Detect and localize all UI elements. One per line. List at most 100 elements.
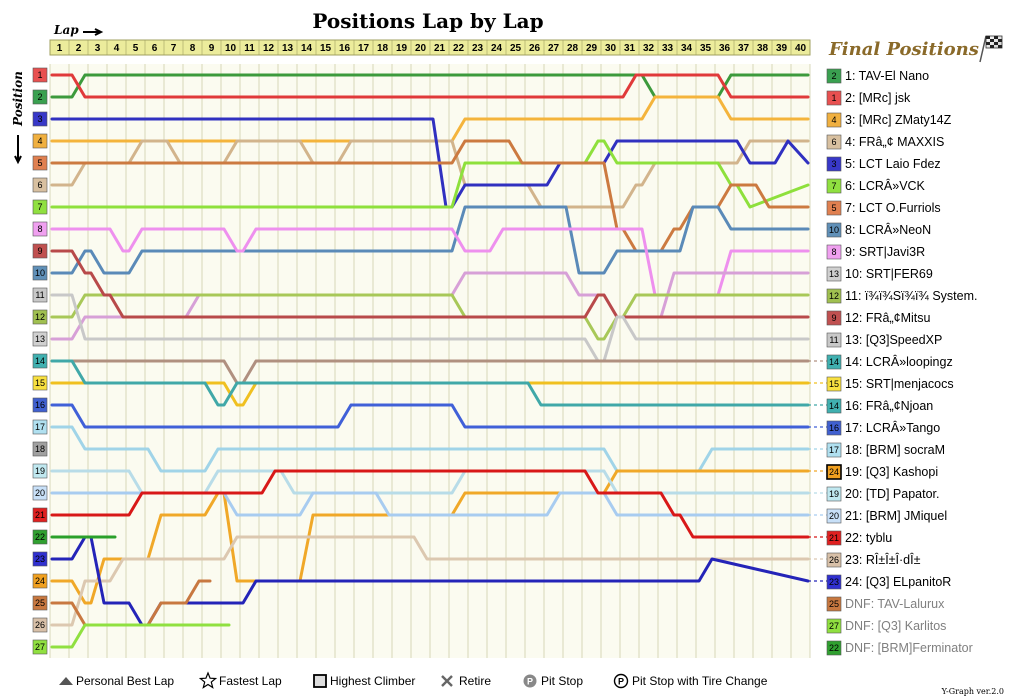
legend-entry-label: 12: FRâ„¢Mitsu [845, 311, 930, 325]
pit-stop-tire-icon [613, 673, 629, 689]
position-box [32, 331, 48, 347]
legend-entry-label: 5: LCT Laio Fdez [845, 157, 941, 171]
lap-tick-label: 15 [320, 43, 332, 54]
legend-swatch [826, 222, 842, 238]
position-tick-label: 13 [35, 334, 45, 344]
lap-tick-label: 16 [339, 43, 351, 54]
legend-swatch [826, 530, 842, 546]
legend-swatch-label: 10 [829, 225, 839, 235]
legend-item-label: Personal Best Lap [76, 674, 174, 688]
retire-icon [441, 675, 453, 687]
position-box [32, 309, 48, 325]
series-line [50, 293, 810, 341]
final-positions-legend: Final Positions 2 1: TAV-El Nano 1 2: [MRc]… [826, 35, 1003, 656]
position-box [32, 551, 48, 567]
lap-tick-label: 2 [76, 43, 82, 54]
series-line [50, 469, 810, 605]
lap-tick-label: 14 [301, 43, 313, 54]
position-tick-label: 11 [35, 290, 44, 300]
legend-swatch [826, 464, 842, 480]
legend-swatch-label: 21 [829, 533, 839, 543]
legend-swatch [826, 310, 842, 326]
legend-swatch-label: 26 [829, 555, 839, 565]
lap-tick-label: 31 [624, 43, 636, 54]
svg-text:P: P [618, 677, 624, 687]
fastest-lap-icon [198, 671, 218, 689]
position-tick-label: 18 [35, 444, 45, 454]
position-box [32, 375, 48, 391]
lap-tick-label: 23 [472, 43, 484, 54]
legend-swatch [826, 90, 842, 106]
legend-entry-label: 3: [MRc] ZMaty14Z [845, 113, 952, 127]
series-line [50, 205, 810, 275]
position-tick-label: 16 [35, 400, 45, 410]
legend-swatch-label: 1 [831, 93, 836, 103]
position-tick-label: 1 [37, 70, 42, 80]
position-box [32, 89, 48, 105]
position-box [32, 221, 48, 237]
lap-tick-label: 36 [719, 43, 731, 54]
series-line [50, 95, 810, 143]
position-box [32, 463, 48, 479]
legend-swatch-label: 11 [829, 335, 838, 345]
legend-entry-label: 4: FRâ„¢ MAXXIS [845, 135, 944, 149]
position-tick-label: 22 [35, 532, 45, 542]
legend-entry-label: 11: ï¾ï¾Sï¾ï¾ System. [845, 289, 977, 303]
highest-climber-icon [313, 674, 327, 688]
symbol-legend: Personal Best Lap Fastest Lap Highest Clim… [59, 671, 768, 689]
position-tick-label: 15 [35, 378, 45, 388]
position-tick-label: 9 [37, 246, 42, 256]
position-box [32, 573, 48, 589]
legend-entry-label: 13: [Q3]SpeedXP [845, 333, 942, 347]
legend-entry-label: 19: [Q3] Kashopi [845, 465, 938, 479]
series-line [50, 227, 810, 297]
position-boxes: 1234567891011121314151617181920212223242… [32, 67, 48, 655]
series-line [50, 293, 810, 363]
legend-entry-label: 2: [MRc] jsk [845, 91, 911, 105]
legend-swatch-label: 7 [831, 181, 836, 191]
legend-swatch [826, 200, 842, 216]
position-box [32, 133, 48, 149]
position-box [32, 155, 48, 171]
legend-swatch-label: 25 [829, 599, 839, 609]
x-axis-label: Lap [53, 23, 79, 37]
position-tick-label: 20 [35, 488, 45, 498]
position-tick-label: 4 [37, 136, 42, 146]
legend-swatch [826, 288, 842, 304]
lap-tick-label: 5 [133, 43, 139, 54]
lap-tick-label: 40 [795, 43, 807, 54]
lap-tick-label: 28 [567, 43, 579, 54]
position-tick-label: 8 [37, 224, 42, 234]
position-tick-label: 6 [37, 180, 42, 190]
legend-swatch-label: 27 [829, 621, 839, 631]
legend-entry-label: 15: SRT|menjacocs [845, 377, 954, 391]
legend-swatch [826, 156, 842, 172]
legend-entry-label: 17: LCRÂ»Tango [845, 420, 940, 435]
series-line [50, 359, 810, 385]
legend-entry-label: 7: LCT O.Furriols [845, 201, 941, 215]
position-box [32, 397, 48, 413]
legend-swatch [826, 618, 842, 634]
legend-swatch [826, 486, 842, 502]
lap-tick-label: 17 [358, 43, 370, 54]
legend-swatch-label: 22 [829, 643, 839, 653]
lap-tick-label: 27 [548, 43, 560, 54]
position-box [32, 67, 48, 83]
legend-entry-label: 14: LCRÂ»loopingz [845, 354, 953, 369]
legend-entry-label: 9: SRT|Javi3R [845, 245, 925, 259]
series-line [50, 535, 810, 627]
position-tick-label: 27 [35, 642, 45, 652]
lap-tick-label: 33 [662, 43, 674, 54]
lap-tick-label: 38 [757, 43, 769, 54]
legend-item-label: Retire [459, 674, 491, 688]
legend-entry-label: 22: tyblu [845, 531, 892, 545]
legend-entry-label: DNF: [BRM]Ferminator [845, 641, 973, 655]
legend-swatch-label: 8 [831, 247, 836, 257]
position-box [32, 639, 48, 655]
position-tick-label: 21 [35, 510, 45, 520]
lap-tick-label: 8 [190, 43, 196, 54]
legend-swatch [826, 112, 842, 128]
legend-swatch-label: 2 [831, 71, 836, 81]
legend-swatch [826, 376, 842, 392]
